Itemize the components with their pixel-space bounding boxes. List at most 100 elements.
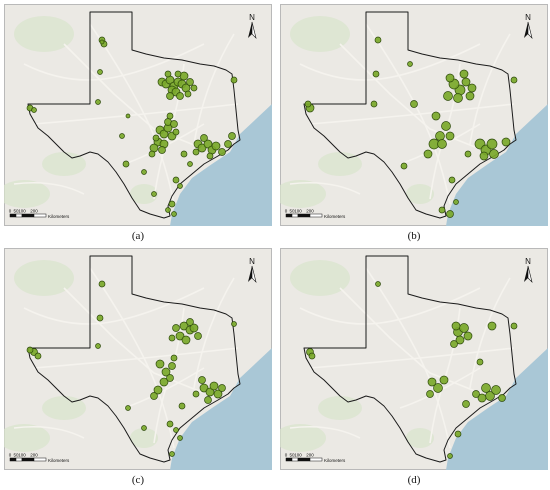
site-marker [438,206,446,214]
site-marker [170,354,178,362]
site-marker [141,425,147,431]
scale-unit-label: Kilometers [48,458,70,463]
scale-unit-label: Kilometers [48,214,70,219]
site-marker [158,146,166,154]
scale-segment [297,213,311,218]
site-marker [467,83,477,93]
terrain-patch [14,16,74,52]
road [193,33,235,145]
site-marker [184,90,192,98]
terrain-patch [318,152,362,176]
scale-segment [9,213,17,218]
site-marker [451,321,461,331]
scale-tick-label: 100 [18,209,26,214]
site-marker [179,321,189,331]
site-marker [443,91,453,101]
site-marker [198,376,206,384]
site-marker [164,70,172,78]
site-marker [491,385,501,395]
road [289,181,361,195]
site-marker [125,405,131,411]
site-marker [181,335,191,345]
terrain-patch [130,428,158,448]
site-marker [141,169,147,175]
scale-tick-label: 50 [13,453,19,458]
site-marker [187,161,193,167]
site-marker [205,387,215,397]
site-marker [96,314,104,322]
site-marker [173,427,179,433]
caption-b: (b) [407,230,421,242]
site-marker [186,78,194,86]
site-marker [427,377,437,387]
gulf-water [446,348,548,470]
site-marker [459,323,469,333]
site-marker [166,420,174,428]
site-marker [34,352,42,360]
scale-tick-label: 0 [9,209,12,214]
site-marker [177,183,183,189]
road [193,277,235,389]
scale-tick-label: 200 [306,209,314,214]
site-marker [174,70,182,78]
site-marker [192,148,200,156]
north-arrow-icon: N [524,257,533,283]
scale-tick-label: 0 [9,453,12,458]
site-marker [510,76,518,84]
site-marker [172,176,180,184]
site-marker [498,394,506,402]
arrow-left-half [524,266,528,282]
terrain-patch [406,184,434,204]
scale-bar: 0 50 100 200 Kilometers [9,453,70,464]
site-marker [180,150,188,158]
site-marker [479,151,489,161]
site-marker [209,381,219,391]
site-marker [176,92,184,100]
scale-tick-label: 200 [30,453,38,458]
texas-outline [303,255,517,463]
terrain-patch [280,424,326,452]
scale-segment [285,457,293,462]
road [13,425,85,439]
site-marker [148,150,156,158]
site-marker [161,367,171,377]
road [399,367,481,409]
site-marker [211,141,221,151]
caption-d: (d) [407,474,421,486]
site-marker [231,321,237,327]
scale-tick-label: 50 [289,453,295,458]
scale-segment [33,213,47,218]
site-marker [122,160,130,168]
site-marker [374,36,382,44]
site-marker [465,91,475,101]
site-marker [194,332,202,340]
scale-tick-label: 200 [30,209,38,214]
map-svg: N 0 50 100 200 Kilometers [4,248,272,470]
scale-unit-label: Kilometers [324,214,346,219]
site-marker [169,451,175,457]
scale-segment [297,457,311,462]
site-marker [441,121,451,131]
map-panel-a: N 0 50 100 200 Kilometers [4,4,272,226]
scale-bar: 0 50 100 200 Kilometers [285,209,346,220]
site-marker [97,69,103,75]
gulf-water [170,104,272,226]
texas-outline [27,255,241,463]
site-marker [26,346,34,354]
site-marker [151,191,157,197]
site-marker [150,392,158,400]
site-marker [375,281,381,287]
arrow-left-half [524,22,528,38]
map-panel-b: N 0 50 100 200 Kilometers [280,4,548,226]
site-marker [168,200,176,208]
map-svg: N 0 50 100 200 Kilometers [4,4,272,226]
site-marker [439,375,449,385]
site-marker [476,358,484,366]
scale-segment [9,457,17,462]
north-arrow-icon: N [524,13,533,39]
scale-segment [309,457,323,462]
scale-segment [309,213,323,218]
site-marker [166,374,174,382]
scale-tick-label: 100 [294,453,302,458]
north-arrow-icon: N [248,13,257,39]
